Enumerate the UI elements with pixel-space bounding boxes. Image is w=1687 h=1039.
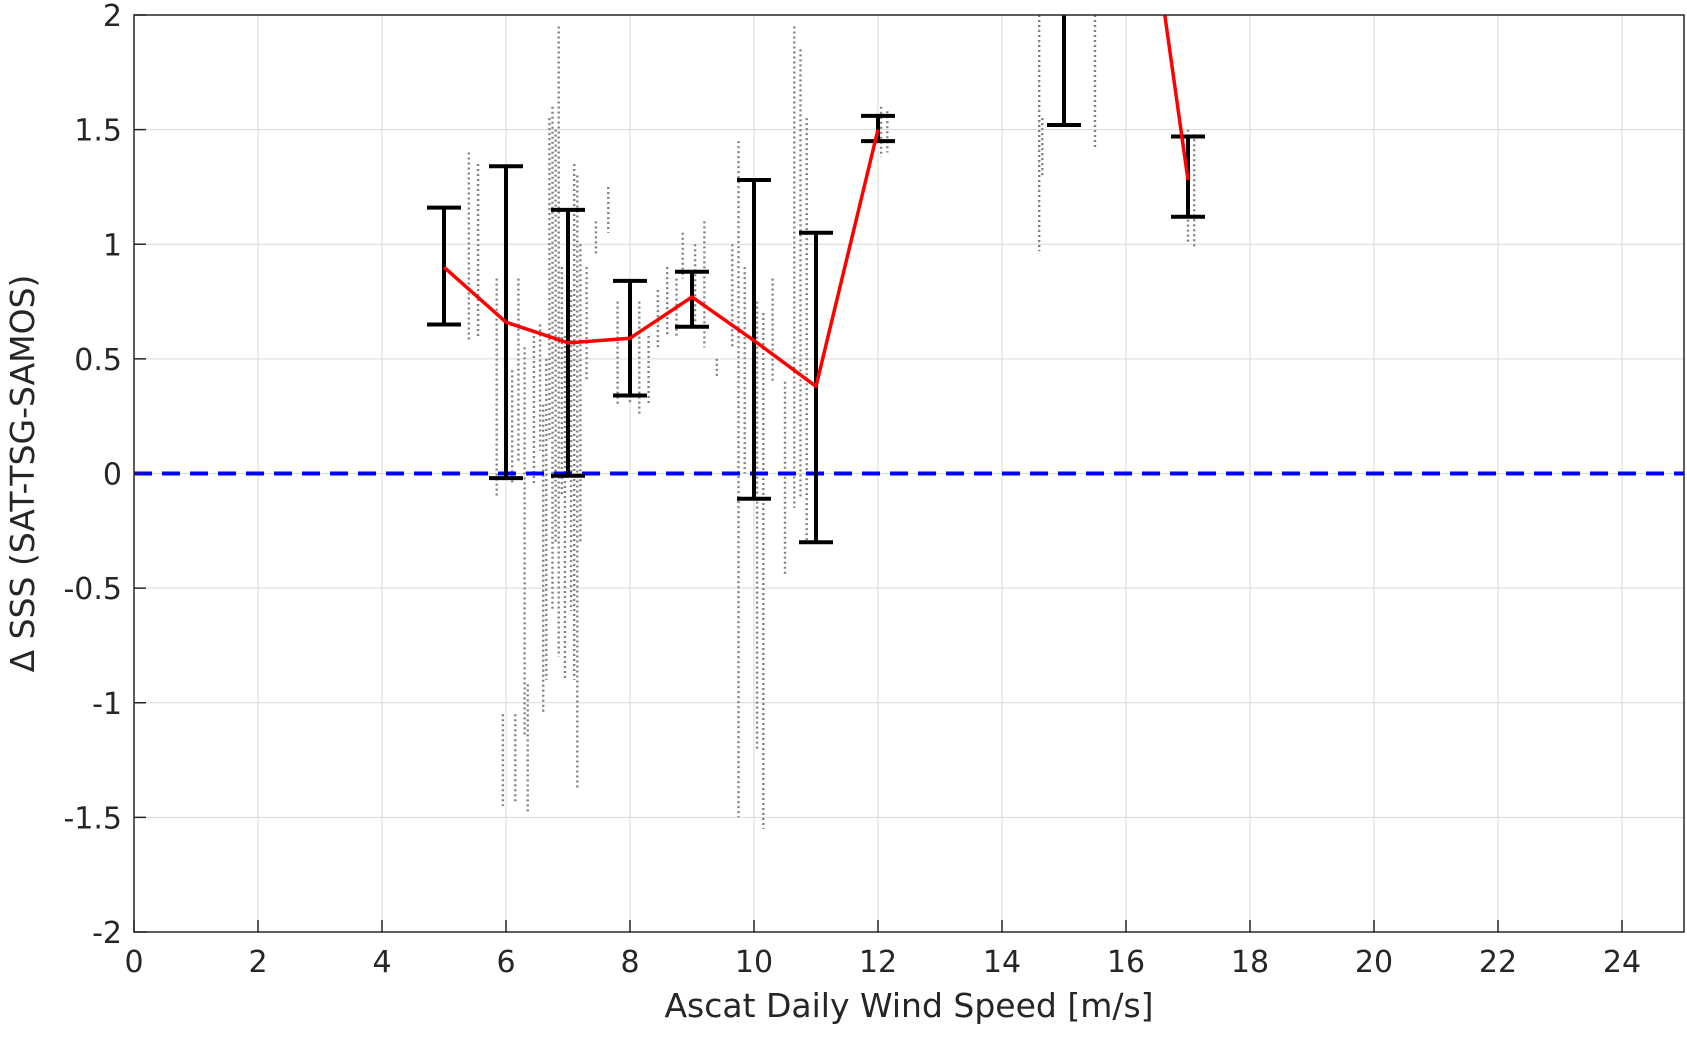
y-tick-label: 2 <box>103 0 122 34</box>
y-axis-ticks: -2 -1.5 -1 -0.5 0 0.5 1 1.5 2 <box>63 0 146 951</box>
y-tick-label: 0.5 <box>74 343 122 378</box>
mean-line-segment <box>442 129 880 389</box>
x-tick-label: 14 <box>983 945 1021 980</box>
error-bar <box>861 113 895 144</box>
x-tick-label: 24 <box>1603 945 1641 980</box>
y-axis-label: Δ SSS (SAT-TSG-SAMOS) <box>3 275 42 673</box>
x-tick-label: 12 <box>859 945 897 980</box>
y-tick-label: 1 <box>103 228 122 263</box>
x-tick-label: 4 <box>372 945 391 980</box>
x-tick-label: 16 <box>1107 945 1145 980</box>
x-tick-label: 0 <box>124 945 143 980</box>
y-tick-label: -2 <box>92 916 122 951</box>
mean-line-segment <box>1163 15 1190 181</box>
x-tick-label: 22 <box>1479 945 1517 980</box>
x-tick-label: 10 <box>735 945 773 980</box>
y-tick-label: -0.5 <box>63 572 122 607</box>
scatter-points <box>467 15 1196 829</box>
mean-line <box>442 15 1190 389</box>
x-axis-label: Ascat Daily Wind Speed [m/s] <box>664 986 1153 1025</box>
error-bar <box>675 269 709 329</box>
y-tick-label: 0 <box>103 458 122 493</box>
y-tick-label: -1 <box>92 687 122 722</box>
x-tick-label: 6 <box>496 945 515 980</box>
x-tick-label: 20 <box>1355 945 1393 980</box>
x-tick-label: 18 <box>1231 945 1269 980</box>
error-bar <box>1047 15 1081 128</box>
x-tick-label: 8 <box>620 945 639 980</box>
y-tick-label: 1.5 <box>74 114 122 149</box>
error-bar <box>427 205 461 327</box>
x-axis-ticks: 0 2 4 6 8 10 12 14 16 18 20 22 24 <box>124 920 1641 980</box>
y-tick-label: -1.5 <box>63 801 122 836</box>
x-tick-label: 2 <box>248 945 267 980</box>
